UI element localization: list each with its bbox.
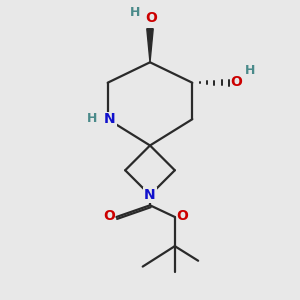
Text: H: H [87, 112, 98, 125]
Text: N: N [104, 112, 116, 126]
Polygon shape [147, 29, 153, 62]
Text: O: O [230, 75, 242, 89]
Text: O: O [103, 209, 115, 224]
Text: O: O [146, 11, 158, 25]
Text: H: H [130, 5, 140, 19]
Text: H: H [244, 64, 255, 77]
Text: N: N [144, 188, 156, 202]
Text: O: O [176, 208, 188, 223]
